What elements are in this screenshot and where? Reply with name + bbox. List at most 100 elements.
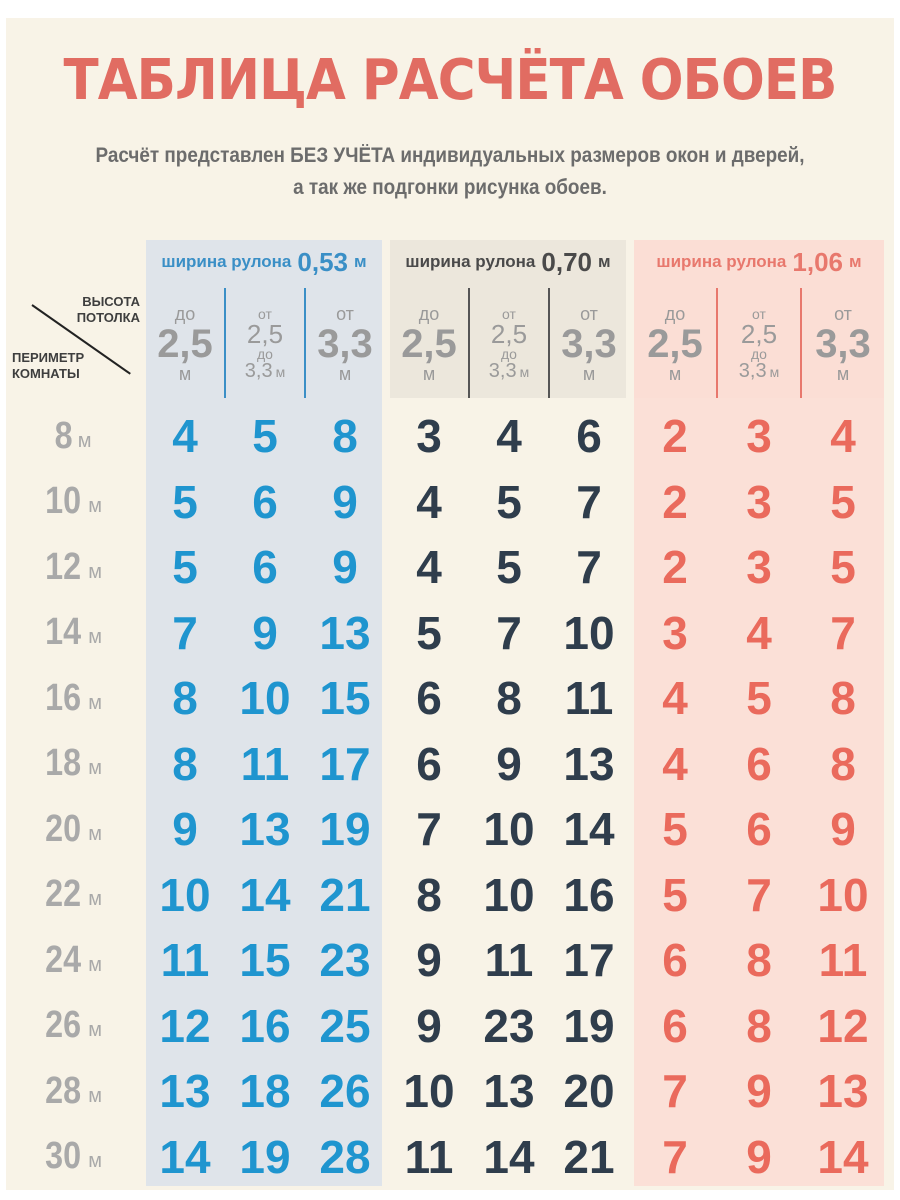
height-from-label: от [752, 306, 766, 322]
height-value: 3,3 [244, 360, 273, 382]
group-label: ширина рулона [161, 252, 292, 271]
roll-count-cell: 3 [746, 410, 772, 462]
roll-count-cell: 14 [563, 803, 615, 855]
roll-count-cell: 7 [662, 1065, 688, 1117]
roll-count-cell: 5 [172, 475, 198, 528]
roll-count-cell: 8 [496, 672, 522, 724]
roll-count-cell: 23 [483, 999, 535, 1052]
roll-count-cell: 10 [239, 672, 291, 724]
perimeter-label: 12 м [6, 535, 138, 599]
roll-count-cell: 19 [239, 1130, 291, 1183]
perimeter-value: 16 [45, 676, 82, 719]
roll-count-cell: 17 [319, 737, 371, 790]
roll-count-cell: 20 [563, 1065, 615, 1117]
roll-count-cell: 26 [319, 1065, 371, 1117]
height-header-cell: до 2,5 м [634, 292, 716, 396]
roll-count-cell: 28 [319, 1130, 371, 1183]
height-value: 2,5 [246, 319, 284, 349]
roll-count-cell: 9 [416, 999, 442, 1052]
roll-count-cell: 21 [319, 868, 371, 921]
roll-count-cell: 11 [160, 934, 210, 986]
roll-count-cell: 5 [746, 672, 772, 724]
roll-count-cell: 5 [496, 475, 522, 528]
height-value: 3,3 [561, 322, 617, 366]
roll-count-cell: 3 [416, 410, 442, 462]
roll-count-cell: 16 [239, 999, 291, 1052]
roll-count-cell: 14 [239, 868, 291, 921]
roll-count-cell: 8 [830, 737, 856, 790]
roll-count-cell: 13 [483, 1065, 535, 1117]
roll-count-cell: 7 [496, 606, 522, 659]
height-value: 3,3 [815, 322, 871, 366]
perimeter-label: 14 м [6, 601, 138, 665]
table-row: 28 м 13 18 26 10 13 20 7 9 13 [6, 1059, 894, 1123]
blue-header-bg [146, 240, 382, 398]
header-column-divider [716, 288, 718, 398]
height-to-label: до [257, 346, 273, 362]
roll-count-cell: 5 [172, 541, 198, 593]
roll-count-cell: 6 [252, 475, 278, 528]
height-unit: м [836, 364, 850, 384]
roll-count-cell: 14 [817, 1130, 869, 1183]
perimeter-label: 16 м [6, 666, 138, 730]
perimeter-value: 10 [45, 480, 82, 522]
roll-count-cell: 4 [746, 606, 772, 659]
roll-count-cell: 9 [496, 737, 522, 790]
room-perimeter-label: ПЕРИМЕТР КОМНАТЫ [12, 350, 84, 382]
perimeter-unit: м [88, 888, 103, 910]
table-row: 16 м 8 10 15 6 8 11 4 5 8 [6, 666, 894, 730]
table-row: 14 м 7 9 13 5 7 10 3 4 7 [6, 601, 894, 665]
roll-count-cell: 6 [416, 737, 442, 790]
header-column-divider [304, 288, 306, 398]
roll-count-cell: 18 [239, 1065, 291, 1117]
roll-count-cell: 11 [404, 1130, 454, 1183]
group-header-053: ширина рулона 0,53 м [146, 240, 382, 284]
perimeter-label: 26 м [6, 994, 138, 1058]
perimeter-label: 10 м [6, 470, 138, 534]
roll-count-cell: 6 [746, 737, 772, 790]
table-row: 30 м 14 19 28 11 14 21 7 9 14 [6, 1125, 894, 1189]
perimeter-value: 8 [54, 414, 73, 457]
perimeter-value: 30 [45, 1135, 82, 1177]
roll-count-cell: 6 [662, 999, 688, 1052]
group-label: ширина рулона [405, 252, 536, 271]
roll-count-cell: 15 [239, 934, 291, 986]
roll-count-cell: 8 [416, 868, 442, 921]
roll-count-cell: 9 [830, 803, 856, 855]
perimeter-value: 24 [45, 938, 82, 981]
roll-count-cell: 4 [416, 541, 442, 593]
perimeter-value: 14 [45, 611, 82, 653]
table-row: 24 м 11 15 23 9 11 17 6 8 11 [6, 928, 894, 992]
roll-count-cell: 6 [576, 410, 602, 462]
ceiling-height-label-1: ВЫСОТА [82, 294, 140, 309]
roll-count-cell: 7 [416, 803, 442, 855]
roll-count-cell: 5 [496, 541, 522, 593]
height-header-cell: от 2,5 до 3,3 м [226, 292, 304, 396]
perimeter-value: 22 [45, 873, 82, 915]
roll-count-cell: 4 [830, 410, 856, 462]
roll-count-cell: 9 [172, 803, 198, 855]
perimeter-label: 30 м [6, 1125, 138, 1189]
height-header-cell: от 2,5 до 3,3 м [470, 292, 548, 396]
roll-count-cell: 7 [662, 1130, 688, 1183]
height-header-cell: до 2,5 м [146, 292, 224, 396]
roll-count-cell: 19 [319, 803, 371, 855]
roll-count-cell: 11 [564, 672, 614, 724]
roll-count-cell: 13 [239, 803, 291, 855]
perimeter-unit: м [88, 560, 103, 583]
height-unit: м [178, 364, 192, 384]
roll-count-cell: 9 [252, 606, 278, 659]
height-header-cell: до 2,5 м [390, 292, 468, 396]
roll-count-cell: 11 [240, 737, 290, 790]
height-prefix: до [174, 304, 196, 324]
perimeter-unit: м [88, 953, 103, 976]
table-row: 22 м 10 14 21 8 10 16 5 7 10 [6, 863, 894, 927]
perimeter-unit: м [88, 757, 103, 779]
roll-count-cell: 15 [319, 672, 371, 724]
table-row: 20 м 9 13 19 7 10 14 5 6 9 [6, 797, 894, 861]
room-perimeter-label-2: КОМНАТЫ [12, 366, 80, 381]
roll-count-cell: 19 [563, 999, 615, 1052]
height-unit: м [338, 364, 352, 384]
roll-count-cell: 8 [830, 672, 856, 724]
